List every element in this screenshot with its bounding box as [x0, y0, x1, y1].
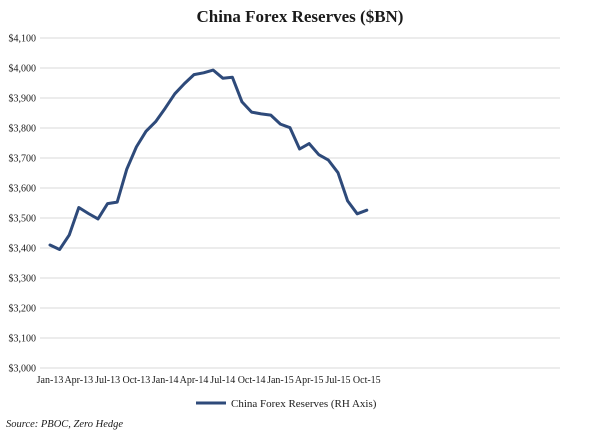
x-axis-ticks: Jan-13 Apr-13 Jul-13 Oct-13 Jan-14 Apr-14 Jul-… [37, 375, 381, 386]
y-tick-label: $3,800 [9, 124, 37, 135]
y-axis-ticks: $3,000 $3,100 $3,200 $3,300 $3,400 $3,500 $3,6… [9, 34, 37, 375]
x-tick-label: Jan-15 [267, 375, 294, 386]
x-tick-label: Apr-13 [64, 375, 93, 386]
y-tick-label: $3,900 [9, 94, 37, 105]
x-tick-label: Apr-15 [295, 375, 324, 386]
series-group [48, 68, 369, 251]
grid-lines [40, 37, 560, 369]
source-note: Source: PBOC, Zero Hedge [6, 419, 123, 430]
x-tick-label: Jul-15 [326, 375, 351, 386]
x-tick-label: Oct-15 [353, 375, 381, 386]
y-tick-label: $3,700 [9, 154, 37, 165]
legend-label: China Forex Reserves (RH Axis) [231, 398, 377, 410]
y-tick-label: $3,100 [9, 334, 37, 345]
x-tick-label: Oct-13 [123, 375, 151, 386]
legend: China Forex Reserves (RH Axis) [196, 398, 377, 410]
y-tick-label: $4,000 [9, 64, 37, 75]
x-tick-label: Apr-14 [180, 375, 209, 386]
y-tick-label: $3,500 [9, 214, 37, 225]
y-tick-label: $3,600 [9, 184, 37, 195]
y-tick-label: $3,300 [9, 274, 37, 285]
x-tick-label: Oct-14 [238, 375, 266, 386]
y-tick-label: $4,100 [9, 34, 37, 45]
y-tick-label: $3,200 [9, 304, 37, 315]
y-tick-label: $3,000 [9, 364, 37, 375]
chart-title: China Forex Reserves ($BN) [197, 7, 404, 26]
x-tick-label: Jul-14 [210, 375, 235, 386]
x-tick-label: Jan-14 [152, 375, 179, 386]
x-tick-label: Jan-13 [37, 375, 64, 386]
x-tick-label: Jul-13 [95, 375, 120, 386]
series-line-forex-reserves [48, 68, 369, 251]
y-tick-label: $3,400 [9, 244, 37, 255]
